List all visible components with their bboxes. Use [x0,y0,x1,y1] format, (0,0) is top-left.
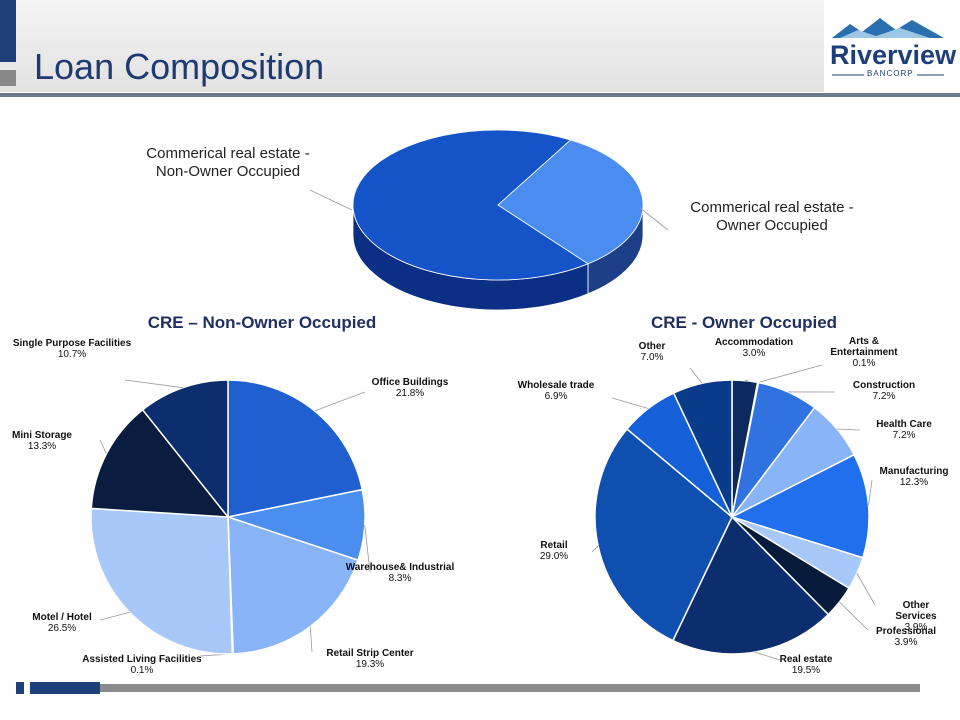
footer-block [30,682,100,694]
value-label: 29.0% [539,551,569,562]
logo-sub: BANCORP [864,69,917,78]
slice-label: Arts & Entertainment 0.1% [816,336,912,369]
pie-slice [90,507,234,655]
pie-slice [227,515,359,655]
slice-label: Professional 3.9% [876,626,936,648]
slice-label: Real estate 19.5% [780,654,833,676]
slice-label: Mini Storage 13.3% [12,430,72,452]
category-label: Health Care [876,419,932,430]
leader-line [309,626,313,653]
leader-line [639,207,669,231]
value-label: 0.1% [852,358,876,369]
leader-line [99,611,130,621]
header-band [0,0,960,92]
slice-label: Manufacturing 12.3% [880,466,949,488]
slice-label: Other 7.0% [639,341,666,363]
leader-line [839,601,869,631]
category-label: Assisted Living Facilities [82,654,202,665]
logo-mountains [840,28,930,38]
value-label: 21.8% [395,388,425,399]
value-label: 19.3% [355,659,385,670]
leader-line [754,651,781,661]
leader-line [124,379,183,389]
value-label: 3.0% [742,348,766,359]
chart-title: CRE - Owner Occupied [650,313,838,332]
slide-title: Loan Composition [34,46,325,87]
pie-slice [352,129,589,281]
pie-slice [672,379,733,518]
value-label: 7.2% [872,391,896,402]
value-label: 10.7% [57,349,87,360]
slice-label: Motel / Hotel 26.5% [32,612,91,634]
header-stripe [0,0,16,62]
category-label: Wholesale trade [517,380,595,391]
value-label: 7.2% [892,430,916,441]
value-label: 0.1% [130,665,154,676]
leader-line [856,573,876,606]
value-label: 8.3% [388,573,412,584]
slice-label: Accommodation 3.0% [715,337,793,359]
slice-label: Health Care 7.2% [876,419,932,441]
value-label: 12.3% [899,477,929,488]
leader-line [757,364,823,383]
leader-line [364,525,371,573]
footer-rule [30,684,920,692]
leader-line [744,379,749,382]
leader-line [611,397,649,409]
leader-line [836,428,861,431]
slice-label: Office Buildings 21.8% [372,377,449,399]
slice-label: Single Purpose Facilities 10.7% [13,338,131,360]
value-label: 13.3% [27,441,57,452]
logo-name: Riverview [830,40,957,70]
value-label: 7.0% [640,352,664,363]
leader-line [99,439,107,454]
footer-block [16,682,24,694]
category-label: Other [638,341,666,352]
value-label: 19.5% [791,665,821,676]
category-label: Warehouse& Industrial [345,562,455,573]
leader-line [591,545,599,553]
value-label: 26.5% [47,623,77,634]
category-label: Single Purpose Facilities [12,338,132,349]
slice-label: Warehouse& Industrial 8.3% [340,562,460,584]
pie-slice [497,139,644,265]
category-label: Manufacturing [879,466,949,477]
leader-line [309,189,353,211]
leader-line [314,391,366,412]
leader-line [689,367,703,384]
slice-label: Wholesale trade 6.9% [518,380,595,402]
category-label: Construction [852,380,916,391]
header-rule [0,93,960,97]
category-label: Office Buildings [371,377,449,388]
category-label: Motel / Hotel [32,612,92,623]
category-label: Professional [875,626,937,637]
value-label: 3.9% [904,622,928,633]
slice-label: Construction 7.2% [853,380,915,402]
category-label: Accommodation [714,337,794,348]
slice-label: Assisted Living Facilities 0.1% [82,654,202,676]
category-label: Retail [540,540,568,551]
category-label: Mini Storage [11,430,73,441]
chart-title: CRE – Non-Owner Occupied [147,313,377,332]
leader-line [868,479,873,506]
category-label: Commerical real estate - Non-Owner Occup… [146,145,310,180]
slice-label: Other Services 3.9% [894,600,938,633]
slice-label: Retail Strip Center 19.3% [326,648,413,670]
value-label: 3.9% [894,637,918,648]
header-stripe [0,70,16,86]
pie-slice [227,379,364,518]
slice-label: Retail 29.0% [540,540,568,562]
category-label: Other Services [895,600,937,622]
value-label: 6.9% [544,391,568,402]
pie-slice [730,453,870,559]
category-label: Commerical real estate - Owner Occupied [690,199,854,234]
pie-slice [594,427,733,642]
category-label: Arts & Entertainment [830,336,898,358]
category-label: Real estate [779,654,833,665]
category-label: Retail Strip Center [326,648,414,659]
